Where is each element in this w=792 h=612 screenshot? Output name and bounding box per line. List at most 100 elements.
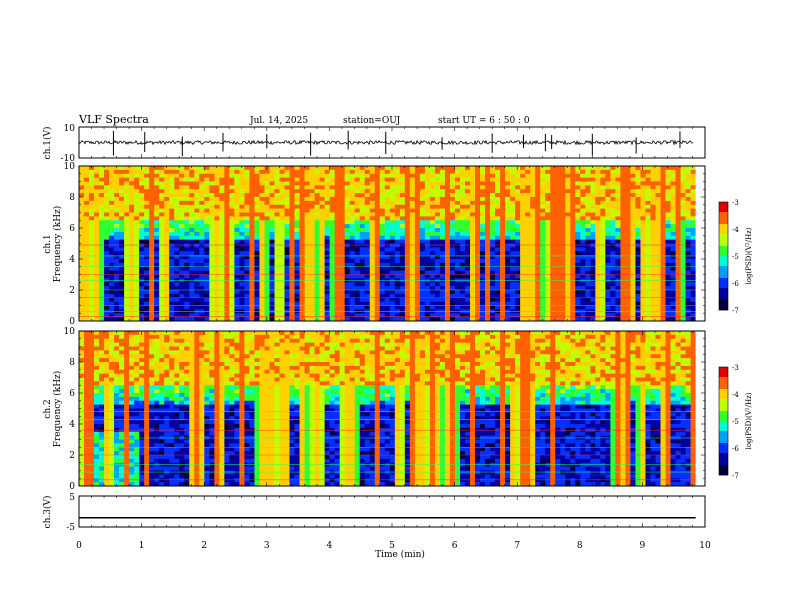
spectrogram-cell [329, 297, 335, 302]
spectrogram-cell [84, 204, 90, 209]
spectrogram-cell [359, 251, 366, 256]
spectrogram-cell [214, 224, 220, 229]
spectrogram-cell [615, 216, 621, 221]
spectrogram-cell [555, 262, 561, 268]
spectrogram-cell [149, 204, 155, 209]
spectrogram-cell [429, 204, 436, 209]
spectrogram-cell [424, 297, 431, 302]
spectrogram-cell [139, 189, 145, 194]
spectrogram-cell [189, 216, 195, 221]
spectrogram-cell [640, 293, 646, 299]
spectrogram-cell [294, 235, 300, 240]
spectrogram-cell [94, 208, 100, 213]
spectrogram-cell [505, 305, 511, 310]
spectrogram-cell [480, 247, 486, 252]
spectrogram-cell [535, 293, 541, 299]
spectrogram-cell [149, 259, 155, 264]
spectrogram-cell [630, 197, 636, 202]
spectrogram-cell [374, 200, 381, 206]
spectrogram-cell [465, 193, 471, 198]
spectrogram-cell [249, 286, 255, 291]
spectrogram-cell [685, 270, 691, 275]
spectrogram-cell [214, 274, 220, 279]
spectrogram-cell [600, 228, 606, 233]
spectrogram-cell [419, 247, 426, 252]
spectrogram-cell [404, 216, 411, 221]
spectrogram-cell [89, 204, 95, 209]
spectrogram-cell [530, 169, 536, 175]
spectrogram-cell [259, 251, 265, 256]
spectrogram-cell [359, 235, 366, 240]
spectrogram-cell [595, 259, 601, 264]
spectrogram-cell [309, 235, 315, 240]
spectrogram-cell [429, 282, 436, 287]
spectrogram-cell [84, 185, 90, 190]
spectrogram-cell [545, 247, 551, 252]
spectrogram-cell [620, 286, 626, 291]
spectrogram-cell [289, 243, 295, 248]
spectrogram-cell [119, 200, 125, 206]
spectrogram-cell [374, 177, 381, 182]
spectrogram-cell [670, 243, 676, 248]
spectrogram-cell [309, 243, 315, 248]
spectrogram-cell [555, 293, 561, 299]
spectrogram-cell [389, 297, 396, 302]
spectrogram-cell [324, 204, 330, 209]
spectrogram-cell [389, 177, 396, 182]
spectrogram-cell [615, 173, 621, 178]
spectrogram-cell [129, 270, 135, 275]
spectrogram-cell [630, 239, 636, 244]
spectrogram-cell [680, 166, 686, 171]
spectrogram-cell [495, 282, 501, 287]
spectrogram-cell [224, 231, 230, 237]
spectrogram-cell [159, 216, 165, 221]
spectrogram-cell [515, 262, 521, 268]
spectrogram-cell [314, 212, 320, 217]
spectrogram-cell [409, 305, 416, 310]
spectrogram-cell [94, 251, 100, 256]
spectrogram-cell [204, 200, 210, 206]
spectrogram-cell [134, 255, 140, 260]
spectrogram-cell [414, 274, 421, 279]
spectrogram-cell [530, 216, 536, 221]
spectrogram-cell [124, 173, 130, 178]
spectrogram-cell [404, 235, 411, 240]
spectrogram-cell [660, 166, 666, 171]
spectrogram-cell [289, 197, 295, 202]
spectrogram-cell [570, 204, 576, 209]
spectrogram-cell [550, 169, 556, 175]
spectrogram-cell [480, 266, 486, 271]
spectrogram-cell [585, 270, 591, 275]
spectrogram-cell [94, 216, 100, 221]
spectrogram-cell [490, 177, 496, 182]
spectrogram-cell [389, 255, 396, 260]
spectrogram-cell [229, 224, 235, 229]
spectrogram-cell [530, 305, 536, 310]
spectrogram-cell [485, 274, 491, 279]
spectrogram-cell [144, 259, 150, 264]
spectrogram-cell [610, 216, 616, 221]
spectrogram-cell [354, 166, 361, 171]
spectrogram-cell [354, 305, 361, 310]
spectrogram-cell [294, 220, 300, 225]
spectrogram-cell [374, 189, 381, 194]
spectrogram-cell [334, 193, 340, 198]
spectrogram-cell [595, 231, 601, 237]
spectrogram-cell [119, 317, 125, 322]
spectrogram-cell [214, 208, 220, 213]
spectrogram-cell [560, 243, 566, 248]
spectrogram-cell [630, 204, 636, 209]
spectrogram-cell [124, 290, 130, 295]
spectrogram-cell [510, 262, 516, 268]
spectrogram-cell [84, 193, 90, 198]
spectrogram-cell [99, 208, 105, 213]
spectrogram-cell [304, 204, 310, 209]
spectrogram-cell [264, 286, 270, 291]
spectrogram-cell [540, 200, 546, 206]
spectrogram-cell [545, 297, 551, 302]
spectrogram-cell [475, 270, 481, 275]
spectrogram-cell [174, 216, 180, 221]
spectrogram-cell [500, 231, 506, 237]
spectrogram-cell [369, 193, 376, 198]
spectrogram-cell [119, 270, 125, 275]
